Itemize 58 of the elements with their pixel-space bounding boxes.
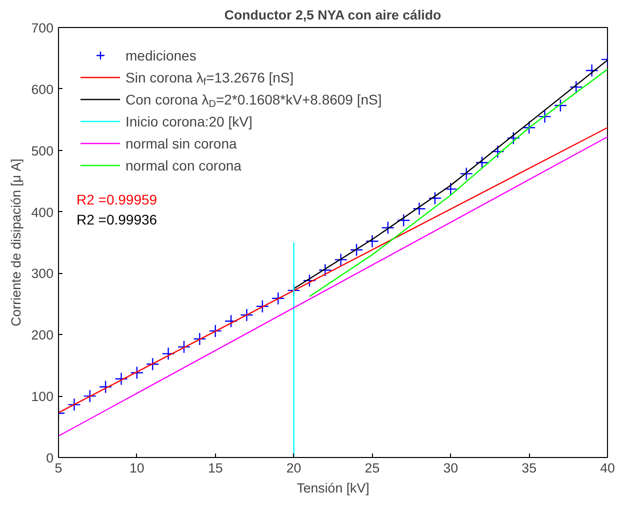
point — [460, 167, 473, 180]
point — [350, 243, 364, 256]
point — [256, 300, 270, 313]
y-tick-label: 600 — [31, 82, 54, 97]
point — [114, 372, 128, 386]
point — [428, 192, 442, 205]
legend-label: Inicio corona:20 [kV] — [126, 114, 252, 130]
legend-label: mediciones — [126, 48, 196, 64]
point — [334, 253, 348, 266]
x-tick-label: 5 — [54, 460, 62, 476]
y-tick-label: 300 — [31, 266, 54, 282]
point — [240, 308, 254, 322]
point — [130, 366, 144, 380]
point — [522, 121, 536, 134]
x-tick-label: 40 — [600, 460, 615, 476]
y-tick-label: 100 — [31, 389, 54, 404]
point — [585, 64, 598, 78]
chart-title: Conductor 2,5 NYA con aire cálido — [224, 8, 442, 22]
point — [208, 324, 222, 338]
point — [302, 274, 316, 288]
point — [162, 347, 175, 360]
x-tick-label: 20 — [286, 460, 302, 476]
y-axis-title: Corriente de disipación [μ A] — [8, 158, 24, 326]
point — [570, 80, 583, 94]
point — [506, 131, 520, 145]
x-tick-label: 10 — [130, 460, 144, 476]
x-axis-title: Tensión [kV] — [296, 480, 370, 496]
point — [396, 214, 410, 227]
x-tick-label: 30 — [443, 460, 458, 476]
point — [381, 221, 394, 234]
y-tick-label: 200 — [31, 328, 54, 343]
point — [146, 358, 160, 371]
point — [193, 332, 206, 346]
point — [366, 234, 379, 248]
y-tick-label: 500 — [31, 143, 54, 158]
point — [272, 292, 285, 305]
y-tick-label: 700 — [31, 20, 54, 36]
point — [491, 144, 504, 158]
point — [475, 156, 489, 170]
point — [98, 380, 112, 394]
point — [68, 398, 81, 412]
point — [224, 314, 238, 328]
point — [83, 389, 96, 403]
y-tick-label: 400 — [31, 204, 54, 220]
y-tick-label: 0 — [46, 450, 54, 466]
legend-label: normal sin corona — [126, 136, 237, 152]
point — [538, 110, 552, 124]
point — [177, 340, 191, 354]
point — [412, 202, 426, 216]
annotation: R2 =0.99959 — [76, 192, 158, 208]
x-tick-label: 15 — [208, 460, 223, 476]
point — [318, 264, 332, 277]
x-tick-label: 25 — [364, 460, 380, 476]
point — [554, 98, 568, 112]
annotation: R2 =0.99936 — [76, 212, 158, 228]
point — [444, 182, 458, 196]
x-tick-label: 35 — [522, 460, 536, 476]
legend-label: normal con corona — [126, 158, 242, 174]
